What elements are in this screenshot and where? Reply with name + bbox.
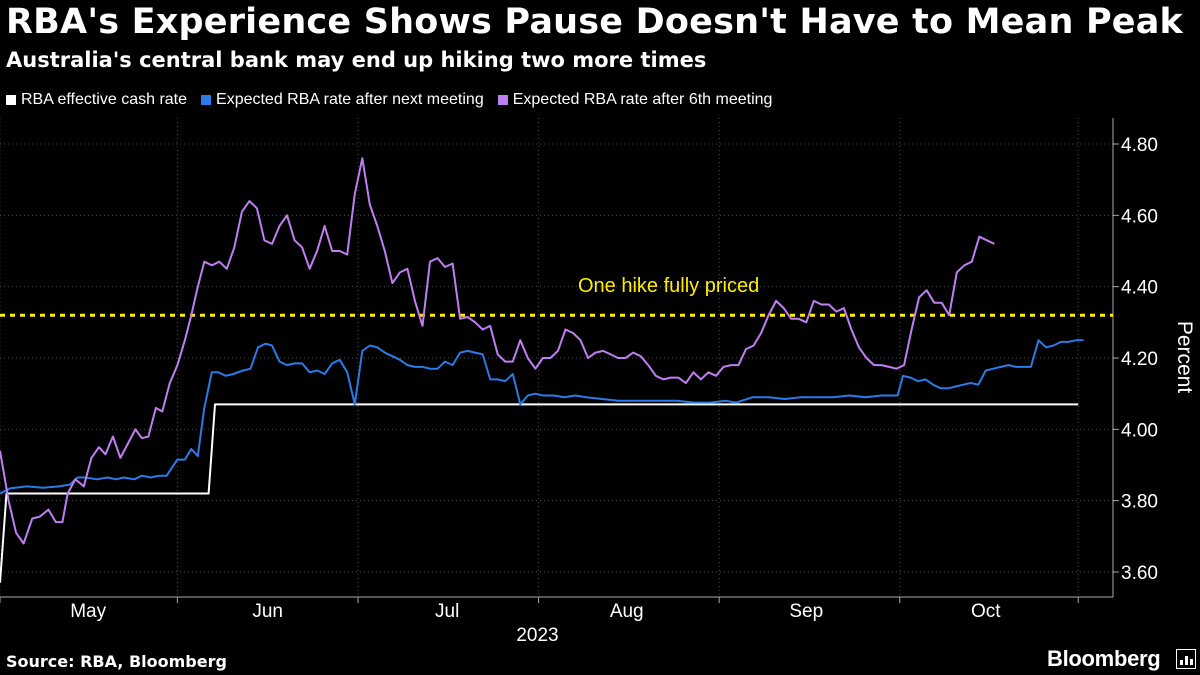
y-tick-label: 4.60 [1121, 206, 1158, 227]
source-note: Source: RBA, Bloomberg [6, 652, 227, 671]
y-tick-label: 3.80 [1121, 492, 1158, 513]
series-line-6th-meeting [0, 157, 995, 545]
legend: RBA effective cash rate Expected RBA rat… [6, 91, 772, 109]
chart-title: RBA's Experience Shows Pause Doesn't Hav… [6, 2, 1184, 42]
bloomberg-chart-icon [1176, 649, 1196, 669]
legend-swatch-6th-meeting [497, 95, 508, 105]
legend-swatch-next-meeting [201, 95, 212, 105]
y-tick-label: 3.60 [1121, 563, 1158, 584]
y-tick-label: 4.00 [1121, 420, 1158, 441]
bloomberg-logo: Bloomberg [1047, 646, 1161, 671]
series-line-cash-rate [0, 403, 1079, 583]
chart-subtitle: Australia's central bank may end up hiki… [6, 48, 707, 72]
series-line-next-meeting [0, 339, 1084, 495]
legend-label-cash-rate: RBA effective cash rate [21, 91, 188, 108]
x-tick-label: Jul [435, 601, 459, 622]
legend-item-cash-rate: RBA effective cash rate [6, 91, 187, 109]
x-tick-label: Oct [971, 601, 1001, 622]
x-axis-title: 2023 [516, 625, 558, 646]
legend-swatch-cash-rate [6, 95, 16, 105]
legend-item-6th-meeting: Expected RBA rate after 6th meeting [497, 91, 773, 109]
y-tick-label: 4.40 [1121, 278, 1158, 299]
legend-item-next-meeting: Expected RBA rate after next meeting [201, 91, 484, 109]
legend-label-6th-meeting: Expected RBA rate after 6th meeting [512, 91, 773, 108]
x-tick-label: Aug [610, 601, 644, 622]
x-tick-label: Sep [789, 601, 823, 622]
y-tick-label: 4.20 [1121, 349, 1158, 370]
x-tick-label: May [70, 601, 106, 622]
y-axis-title: Percent [1173, 321, 1196, 394]
reference-line-label: One hike fully priced [578, 275, 759, 297]
legend-label-next-meeting: Expected RBA rate after next meeting [216, 91, 484, 108]
y-tick-label: 4.80 [1121, 135, 1158, 156]
x-tick-label: Jun [252, 601, 283, 622]
